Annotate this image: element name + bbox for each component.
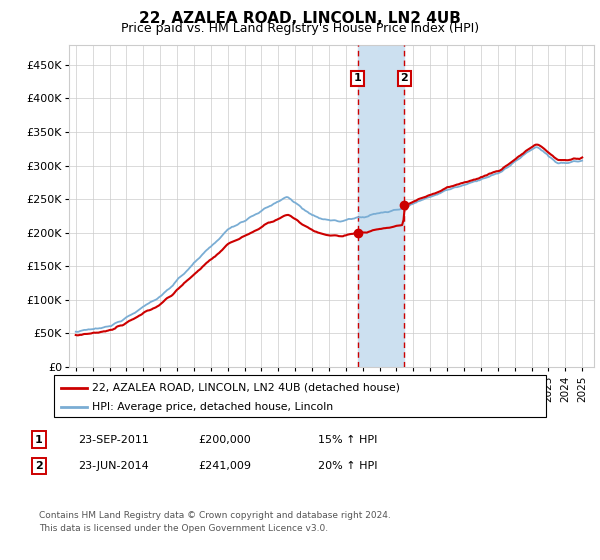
Text: 2: 2 [35,461,43,471]
Text: Contains HM Land Registry data © Crown copyright and database right 2024.: Contains HM Land Registry data © Crown c… [39,511,391,520]
Text: 20% ↑ HPI: 20% ↑ HPI [318,461,377,471]
Text: 15% ↑ HPI: 15% ↑ HPI [318,435,377,445]
Text: 2: 2 [400,73,408,83]
Text: 22, AZALEA ROAD, LINCOLN, LN2 4UB: 22, AZALEA ROAD, LINCOLN, LN2 4UB [139,11,461,26]
Text: 22, AZALEA ROAD, LINCOLN, LN2 4UB (detached house): 22, AZALEA ROAD, LINCOLN, LN2 4UB (detac… [92,383,400,393]
Text: £241,009: £241,009 [198,461,251,471]
Text: 1: 1 [35,435,43,445]
Text: HPI: Average price, detached house, Lincoln: HPI: Average price, detached house, Linc… [92,402,333,412]
Text: 23-SEP-2011: 23-SEP-2011 [78,435,149,445]
Text: £200,000: £200,000 [198,435,251,445]
Text: 1: 1 [354,73,362,83]
Bar [358,45,404,367]
Text: Price paid vs. HM Land Registry's House Price Index (HPI): Price paid vs. HM Land Registry's House … [121,22,479,35]
Text: This data is licensed under the Open Government Licence v3.0.: This data is licensed under the Open Gov… [39,524,328,533]
Text: 23-JUN-2014: 23-JUN-2014 [78,461,149,471]
